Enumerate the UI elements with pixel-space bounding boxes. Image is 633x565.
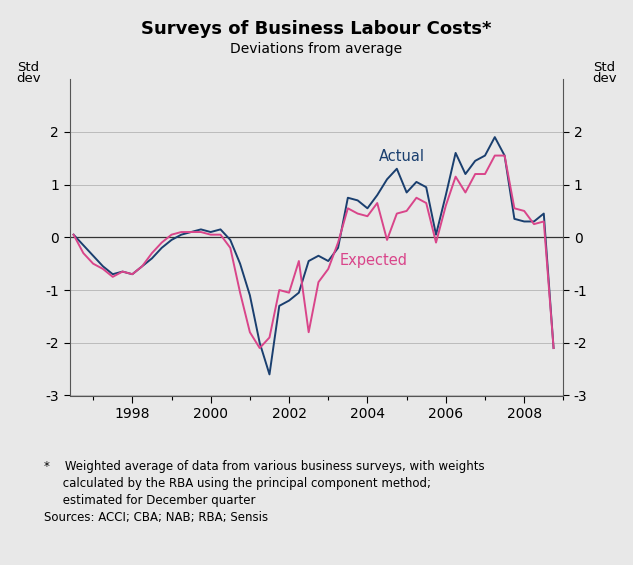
Text: calculated by the RBA using the principal component method;: calculated by the RBA using the principa… bbox=[44, 477, 431, 490]
Text: Std: Std bbox=[594, 60, 615, 73]
Text: Expected: Expected bbox=[340, 253, 408, 268]
Text: *    Weighted average of data from various business surveys, with weights: * Weighted average of data from various … bbox=[44, 460, 485, 473]
Text: Sources: ACCI; CBA; NAB; RBA; Sensis: Sources: ACCI; CBA; NAB; RBA; Sensis bbox=[44, 511, 268, 524]
Text: Surveys of Business Labour Costs*: Surveys of Business Labour Costs* bbox=[141, 20, 492, 38]
Text: Deviations from average: Deviations from average bbox=[230, 42, 403, 57]
Text: dev: dev bbox=[16, 72, 41, 85]
Text: estimated for December quarter: estimated for December quarter bbox=[44, 494, 256, 507]
Text: Actual: Actual bbox=[379, 149, 425, 164]
Text: Std: Std bbox=[18, 60, 39, 73]
Text: dev: dev bbox=[592, 72, 617, 85]
